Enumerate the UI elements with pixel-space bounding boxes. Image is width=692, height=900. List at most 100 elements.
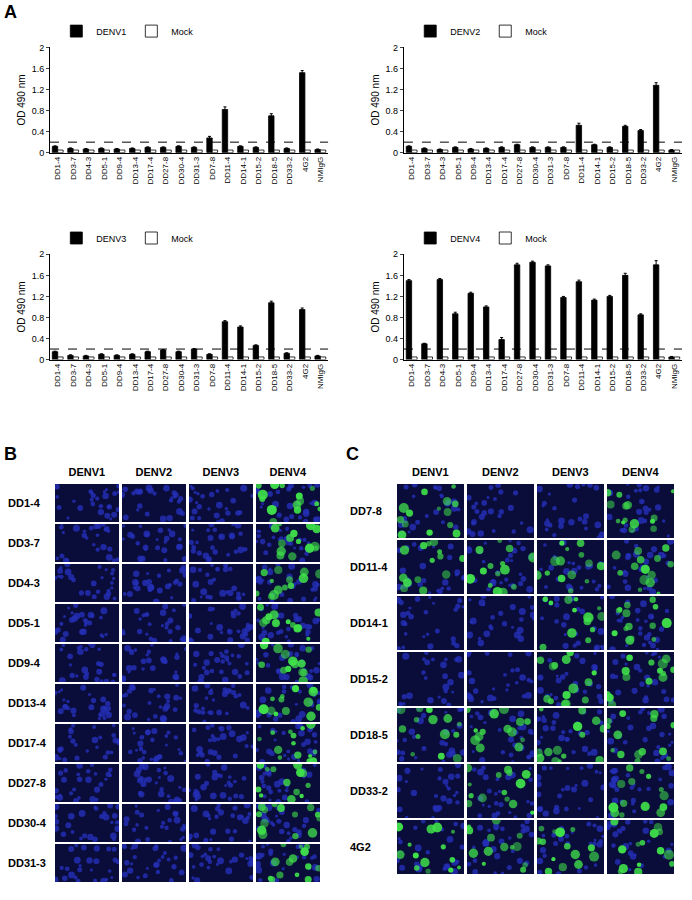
svg-text:DD9-4: DD9-4	[469, 363, 478, 387]
svg-text:Mock: Mock	[525, 234, 547, 244]
svg-text:DD4-3: DD4-3	[84, 363, 93, 387]
svg-text:DD11-4: DD11-4	[577, 156, 586, 184]
svg-text:2: 2	[39, 249, 44, 259]
svg-text:0.8: 0.8	[32, 313, 45, 323]
svg-text:0: 0	[393, 355, 398, 365]
svg-text:4G2: 4G2	[301, 156, 310, 172]
svg-text:DD9-4: DD9-4	[469, 156, 478, 180]
svg-text:DD17-4: DD17-4	[500, 156, 509, 184]
svg-text:DD1-4: DD1-4	[407, 156, 416, 180]
svg-text:0: 0	[39, 355, 44, 365]
svg-text:DD15-2: DD15-2	[608, 156, 617, 184]
svg-text:DD3-7: DD3-7	[69, 156, 78, 180]
svg-text:1.2: 1.2	[32, 85, 45, 95]
svg-text:1.6: 1.6	[386, 64, 399, 74]
svg-text:1.2: 1.2	[386, 85, 399, 95]
svg-text:DD18-5: DD18-5	[624, 156, 633, 184]
svg-text:0.4: 0.4	[386, 334, 399, 344]
svg-text:DD17-4: DD17-4	[500, 363, 509, 391]
svg-text:DD7-8: DD7-8	[208, 363, 217, 387]
svg-text:DD15-2: DD15-2	[608, 363, 617, 391]
svg-text:DD30-4: DD30-4	[177, 156, 186, 184]
svg-text:0.8: 0.8	[386, 313, 399, 323]
svg-text:DD33-2: DD33-2	[639, 363, 648, 391]
svg-text:DD33-2: DD33-2	[285, 156, 294, 184]
svg-text:DENV3: DENV3	[96, 234, 126, 244]
svg-text:DD31-3: DD31-3	[546, 156, 555, 184]
svg-text:DD31-3: DD31-3	[546, 363, 555, 391]
svg-text:OD 490 nm: OD 490 nm	[370, 74, 381, 125]
svg-text:1.6: 1.6	[32, 64, 45, 74]
svg-text:DD5-1: DD5-1	[100, 363, 109, 387]
svg-text:DD17-4: DD17-4	[146, 156, 155, 184]
svg-text:4G2: 4G2	[654, 156, 663, 172]
svg-text:OD 490 nm: OD 490 nm	[370, 281, 381, 332]
svg-text:DD4-3: DD4-3	[438, 156, 447, 180]
svg-text:NMIgG: NMIgG	[670, 157, 679, 182]
svg-text:0.8: 0.8	[32, 106, 45, 116]
svg-text:DD18-5: DD18-5	[270, 156, 279, 184]
svg-text:1.6: 1.6	[386, 271, 399, 281]
svg-text:NMIgG: NMIgG	[316, 157, 325, 182]
svg-text:Mock: Mock	[171, 27, 193, 37]
svg-text:2: 2	[393, 43, 398, 53]
svg-text:DD14-1: DD14-1	[593, 363, 602, 391]
svg-text:DD11-4: DD11-4	[577, 363, 586, 391]
svg-text:Mock: Mock	[171, 234, 193, 244]
svg-text:1.2: 1.2	[32, 292, 45, 302]
svg-text:4G2: 4G2	[654, 363, 663, 379]
svg-text:DD1-4: DD1-4	[53, 156, 62, 180]
svg-text:0.8: 0.8	[386, 106, 399, 116]
svg-text:DD11-4: DD11-4	[223, 156, 232, 184]
svg-text:0.4: 0.4	[32, 334, 45, 344]
svg-text:DD27-8: DD27-8	[161, 363, 170, 391]
svg-text:DD1-4: DD1-4	[53, 363, 62, 387]
svg-text:DENV1: DENV1	[96, 27, 126, 37]
svg-text:0.4: 0.4	[386, 127, 399, 137]
svg-text:0: 0	[39, 148, 44, 158]
svg-text:NMIgG: NMIgG	[316, 364, 325, 389]
svg-text:DD9-4: DD9-4	[115, 156, 124, 180]
svg-text:DENV2: DENV2	[450, 27, 480, 37]
svg-text:DD13-4: DD13-4	[484, 156, 493, 184]
svg-text:OD 490 nm: OD 490 nm	[16, 281, 27, 332]
svg-text:DD9-4: DD9-4	[115, 363, 124, 387]
svg-text:DD33-2: DD33-2	[285, 363, 294, 391]
svg-text:DD30-4: DD30-4	[177, 363, 186, 391]
svg-text:0: 0	[393, 148, 398, 158]
svg-text:DD27-8: DD27-8	[515, 156, 524, 184]
svg-text:DD30-4: DD30-4	[531, 363, 540, 391]
svg-text:DD7-8: DD7-8	[562, 156, 571, 180]
svg-text:2: 2	[393, 249, 398, 259]
svg-text:DD5-1: DD5-1	[454, 363, 463, 387]
svg-text:DD14-1: DD14-1	[239, 363, 248, 391]
svg-text:DD7-8: DD7-8	[208, 156, 217, 180]
svg-text:DD3-7: DD3-7	[423, 363, 432, 387]
svg-text:DD18-5: DD18-5	[624, 363, 633, 391]
svg-text:DD13-4: DD13-4	[131, 156, 140, 184]
svg-text:DD33-2: DD33-2	[639, 156, 648, 184]
svg-text:DD3-7: DD3-7	[423, 156, 432, 180]
svg-text:DD17-4: DD17-4	[146, 363, 155, 391]
svg-text:DD3-7: DD3-7	[69, 363, 78, 387]
svg-text:DD18-5: DD18-5	[270, 363, 279, 391]
svg-text:DD11-4: DD11-4	[223, 363, 232, 391]
svg-text:1.6: 1.6	[32, 271, 45, 281]
svg-text:DD5-1: DD5-1	[100, 156, 109, 180]
svg-text:DENV4: DENV4	[450, 234, 480, 244]
svg-text:DD13-4: DD13-4	[131, 363, 140, 391]
svg-text:DD31-3: DD31-3	[192, 363, 201, 391]
svg-text:DD4-3: DD4-3	[438, 363, 447, 387]
svg-text:NMIgG: NMIgG	[670, 364, 679, 389]
svg-text:DD1-4: DD1-4	[407, 363, 416, 387]
svg-text:DD13-4: DD13-4	[484, 363, 493, 391]
svg-text:4G2: 4G2	[301, 363, 310, 379]
svg-text:0.4: 0.4	[32, 127, 45, 137]
svg-text:DD30-4: DD30-4	[531, 156, 540, 184]
svg-text:DD5-1: DD5-1	[454, 156, 463, 180]
svg-text:DD7-8: DD7-8	[562, 363, 571, 387]
svg-text:DD15-2: DD15-2	[254, 156, 263, 184]
svg-text:DD27-8: DD27-8	[515, 363, 524, 391]
svg-text:DD4-3: DD4-3	[84, 156, 93, 180]
svg-text:DD15-2: DD15-2	[254, 363, 263, 391]
